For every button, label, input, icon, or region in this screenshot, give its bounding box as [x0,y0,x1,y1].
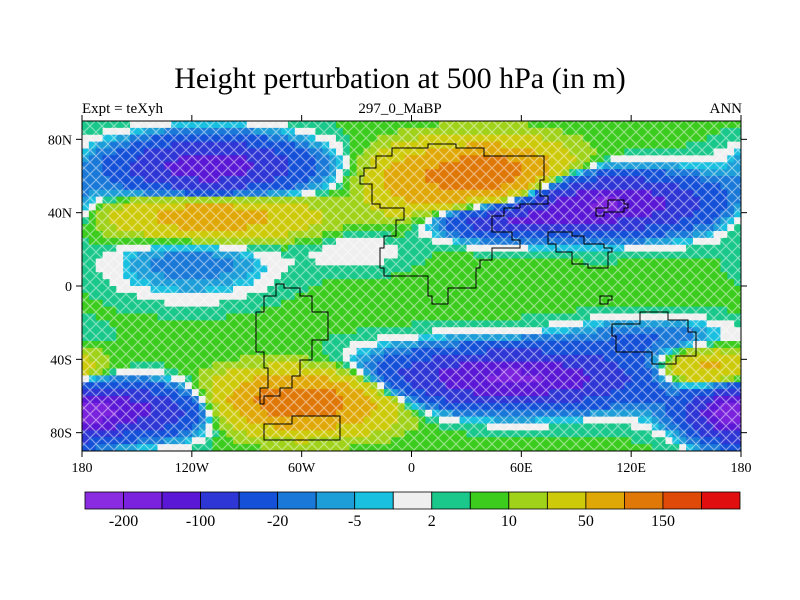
coastline-1 [255,283,329,405]
coastline-6 [611,311,697,365]
coastline-0 [359,143,549,305]
x-tick-label: 120W [175,461,210,476]
colorbar-box [624,491,664,510]
coastline-5 [599,295,613,305]
period-label: 297_0_MaBP [358,101,442,117]
colorbar-label: -200 [109,513,138,530]
y-tick-label: 40S [50,353,72,368]
x-tick-label: 180 [731,461,752,476]
colorbar-box [161,491,201,510]
y-tick-label: 0 [65,280,72,295]
coastline-4 [547,231,613,269]
coastline-2 [263,415,341,441]
colorbar-box [546,491,587,510]
colorbar-box [200,491,240,510]
colorbar-label: -5 [348,513,361,530]
x-tick-label: 180 [72,461,93,476]
colorbar-label: -20 [267,513,288,530]
colorbar-box [431,491,471,510]
season-label: ANN [709,101,743,117]
colorbar-box [662,491,702,510]
experiment-label: Expt = teXyh [82,101,163,117]
x-tick-label: 120E [616,461,646,476]
y-tick-label: 40N [48,207,72,222]
colorbar-label: 10 [501,513,517,530]
colorbar-box [277,491,317,510]
colorbar-box [123,491,163,510]
x-tick-label: 60E [510,461,533,476]
colorbar-box [238,491,279,510]
colorbar-label: 50 [578,513,594,530]
colorbar-box [392,491,433,510]
colorbar-box [354,491,394,510]
colorbar-box [84,491,124,510]
colorbar-box [315,491,356,510]
coastline-3 [595,199,629,217]
map-plot-area [82,121,741,451]
x-tick-label: 60W [288,461,316,476]
colorbar-label: 150 [651,513,675,530]
colorbar-box [585,491,625,510]
map-axes: 180 120W 60W 0 60E 120E 180 80N 40N 0 40S 80S [48,115,752,476]
land-outlines [255,143,697,441]
stipple-overlay [82,121,741,451]
x-tick-label: 0 [408,461,415,476]
colorbar-label: -100 [186,513,215,530]
colorbar: -200 -100 -20 -5 2 10 50 150 [84,491,741,530]
colorbar-box [701,491,741,510]
colorbar-label: 2 [428,513,436,530]
y-tick-label: 80S [50,427,72,442]
y-tick-label: 80N [48,133,72,148]
colorbar-box [508,491,548,510]
colorbar-box [469,491,510,510]
chart-title: Height perturbation at 500 hPa (in m) [174,62,626,95]
